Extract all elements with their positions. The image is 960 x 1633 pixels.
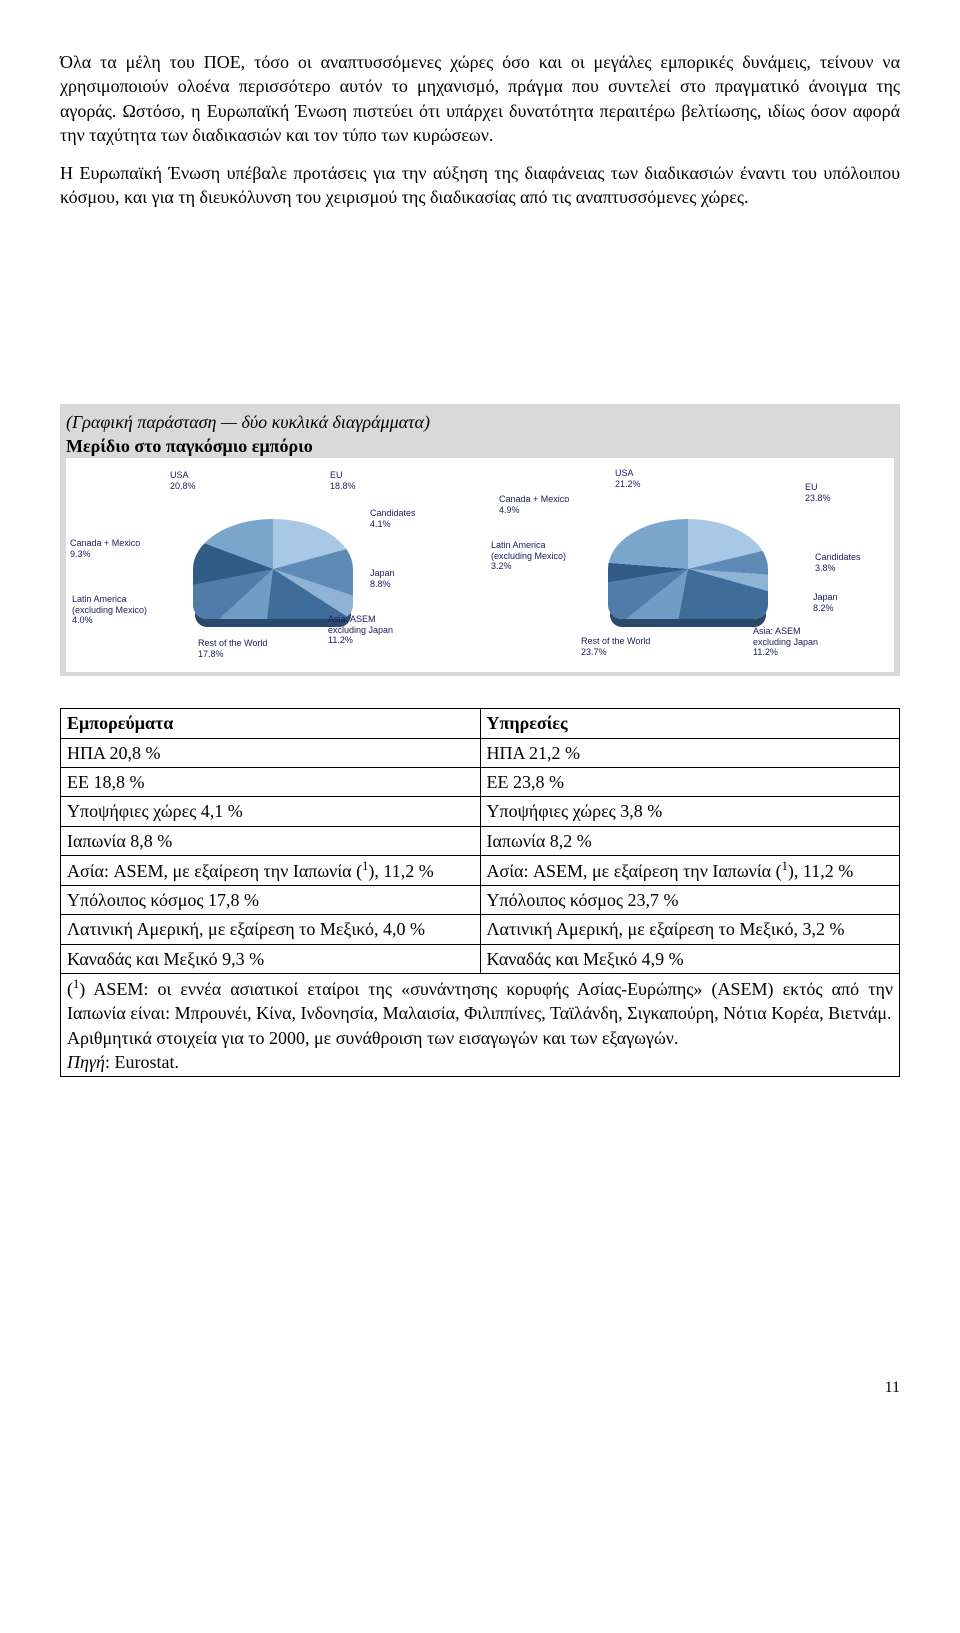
table-cell: ΗΠΑ 21,2 % [480,738,900,767]
pie-slice-label: Canada + Mexico4.9% [499,494,569,515]
trade-share-table: Εμπορεύματα Υπηρεσίες ΗΠΑ 20,8 %ΗΠΑ 21,2… [60,708,900,1077]
table-header-left: Εμπορεύματα [61,709,481,738]
pie-slice-label: Latin America(excluding Mexico)4.0% [72,594,147,625]
pie-slice-label: Canada + Mexico9.3% [70,538,140,559]
pie-slice-label: Japan8.2% [813,592,838,613]
pie-slice-label: Candidates3.8% [815,552,861,573]
pie-slice-label: Latin America(excluding Mexico)3.2% [491,540,566,571]
table-cell: Ασία: ASEM, με εξαίρεση την Ιαπωνία (1),… [61,855,481,885]
pie-slice-label: Japan8.8% [370,568,395,589]
table-footnote: (1) ASEM: οι εννέα ασιατικοί εταίροι της… [61,974,900,1077]
table-cell: ΕΕ 18,8 % [61,767,481,796]
table-cell: Υποψήφιες χώρες 3,8 % [480,797,900,826]
table-cell: ΗΠΑ 20,8 % [61,738,481,767]
table-cell: Υπόλοιπος κόσμος 17,8 % [61,886,481,915]
pie-slice-label: EU23.8% [805,482,831,503]
pie-slice-label: USA21.2% [615,468,641,489]
pie-services-disc [608,519,768,619]
table-cell: Υποψήφιες χώρες 4,1 % [61,797,481,826]
pie-slice-label: Rest of the World17.8% [198,638,267,659]
table-cell: Υπόλοιπος κόσμος 23,7 % [480,886,900,915]
chart-caption-box: (Γραφική παράσταση — δύο κυκλικά διαγράμ… [60,404,900,677]
pie-slice-label: Asia: ASEMexcluding Japan11.2% [753,626,818,657]
pie-slice-label: Candidates4.1% [370,508,416,529]
table-cell: Καναδάς και Μεξικό 9,3 % [61,944,481,973]
pie-slice-label: USA20.8% [170,470,196,491]
table-cell: ΕΕ 23,8 % [480,767,900,796]
pie-goods-disc [193,519,353,619]
table-cell: Καναδάς και Μεξικό 4,9 % [480,944,900,973]
chart-caption-bold: Μερίδιο στο παγκόσμιο εμπόριο [66,434,894,458]
pie-slice-label: Rest of the World23.7% [581,636,650,657]
table-cell: Ιαπωνία 8,2 % [480,826,900,855]
spacer [60,224,900,404]
body-paragraph-2: Η Ευρωπαϊκή Ένωση υπέβαλε προτάσεις για … [60,161,900,210]
table-header-right: Υπηρεσίες [480,709,900,738]
page-number: 11 [60,1377,900,1399]
table-cell: Ιαπωνία 8,8 % [61,826,481,855]
charts-container: USA20.8% EU18.8% Candidates4.1% Japan8.8% As… [66,458,894,672]
pie-slice-label: EU18.8% [330,470,356,491]
table-cell: Λατινική Αμερική, με εξαίρεση το Μεξικό,… [61,915,481,944]
pie-chart-goods: USA20.8% EU18.8% Candidates4.1% Japan8.8% As… [70,464,475,664]
table-cell: Ασία: ASEM, με εξαίρεση την Ιαπωνία (1),… [480,855,900,885]
pie-slice-label: Asia: ASEMexcluding Japan11.2% [328,614,393,645]
pie-chart-services: USA21.2% EU23.8% Candidates3.8% Japan8.2% As… [485,464,890,664]
body-paragraph-1: Όλα τα μέλη του ΠΟΕ, τόσο οι αναπτυσσόμε… [60,50,900,147]
table-cell: Λατινική Αμερική, με εξαίρεση το Μεξικό,… [480,915,900,944]
chart-caption-italic: (Γραφική παράσταση — δύο κυκλικά διαγράμ… [66,410,894,434]
